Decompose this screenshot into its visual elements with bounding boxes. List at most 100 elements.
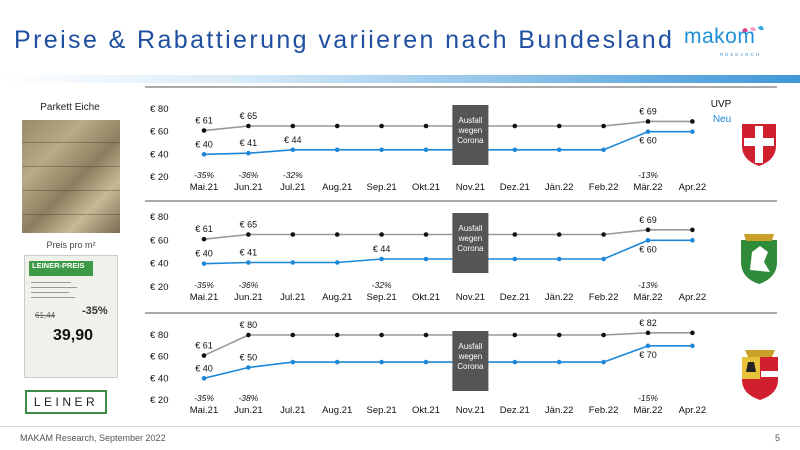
discount-label: -32% <box>283 170 303 180</box>
neu-data-point <box>290 359 296 365</box>
y-tick-label: € 40 <box>150 149 169 160</box>
neu-line-segment <box>248 149 293 154</box>
neu-data-point <box>601 147 606 153</box>
neu-value-label: € 44 <box>373 244 391 254</box>
neu-data-point <box>201 152 207 157</box>
uvp-value-label: € 82 <box>639 318 657 328</box>
x-tick-label: Jun.21 <box>234 182 263 193</box>
neu-line-segment <box>203 261 249 265</box>
neu-data-point <box>645 343 651 349</box>
corona-annotation-text: Corona <box>457 136 484 145</box>
uvp-data-point <box>379 123 384 129</box>
uvp-data-point <box>423 123 429 129</box>
x-tick-label: Okt.21 <box>412 292 440 303</box>
neu-value-label: € 40 <box>195 363 213 373</box>
neu-data-point <box>379 147 384 153</box>
uvp-value-label: € 61 <box>195 116 213 126</box>
uvp-value-label: € 80 <box>240 320 258 330</box>
page-title: Preise & Rabattierung variieren nach Bun… <box>14 26 675 54</box>
neu-value-label: € 40 <box>195 139 213 149</box>
neu-data-point <box>201 261 207 266</box>
footer-text: MAKAM Research, September 2022 <box>20 433 166 443</box>
uvp-value-label: € 69 <box>639 106 657 116</box>
neu-data-point <box>556 147 562 153</box>
uvp-data-point <box>334 232 340 237</box>
uvp-data-point <box>290 332 296 338</box>
x-tick-label: Mär.22 <box>633 292 662 303</box>
neu-data-point <box>601 256 606 262</box>
x-tick-label: Okt.21 <box>412 182 440 193</box>
x-tick-label: Aug.21 <box>322 405 352 416</box>
neu-value-label: € 41 <box>240 138 258 148</box>
logo-graphic-icon <box>742 25 764 33</box>
neu-data-point <box>423 256 429 262</box>
uvp-value-label: € 65 <box>240 220 258 230</box>
x-tick-label: Feb.22 <box>589 405 619 416</box>
x-tick-label: Sep.21 <box>367 182 397 193</box>
neu-data-point <box>423 359 429 365</box>
neu-data-point <box>512 256 518 262</box>
uvp-data-point <box>690 330 695 336</box>
x-tick-label: Mai.21 <box>190 182 219 193</box>
uvp-data-point <box>290 123 296 129</box>
uvp-data-point <box>423 332 429 338</box>
uvp-line-segment <box>603 120 649 127</box>
corona-annotation-text: wegen <box>458 352 483 361</box>
neu-value-label: € 40 <box>195 249 213 259</box>
x-tick-label: Aug.21 <box>322 182 352 193</box>
accent-gradient-bar <box>0 75 800 83</box>
x-tick-label: Sep.21 <box>367 405 397 416</box>
parquet-photo <box>22 120 120 233</box>
uvp-line-segment <box>203 125 249 132</box>
uvp-line-segment <box>203 233 249 240</box>
uvp-data-point <box>556 232 562 237</box>
x-tick-label: Mär.22 <box>633 182 662 193</box>
x-tick-label: Dez.21 <box>500 405 530 416</box>
neu-line-segment <box>603 239 649 260</box>
x-tick-label: Apr.22 <box>679 292 706 303</box>
page-number: 5 <box>775 433 781 443</box>
x-tick-label: Apr.22 <box>679 182 706 193</box>
uvp-data-point <box>601 332 606 338</box>
discount-label: -32% <box>372 280 392 290</box>
vienna-coat-of-arms-icon <box>742 124 776 166</box>
logo-subtitle: RESEARCH <box>720 52 762 57</box>
neu-data-point <box>290 147 296 153</box>
uvp-line-segment <box>603 229 649 236</box>
neu-data-point <box>556 359 562 365</box>
uvp-data-point <box>601 123 606 129</box>
discount-label: -36% <box>238 280 258 290</box>
neu-data-point <box>246 365 251 370</box>
neu-value-label: € 44 <box>284 135 302 145</box>
neu-line-segment <box>603 130 649 151</box>
uvp-data-point <box>512 332 518 338</box>
y-tick-label: € 80 <box>150 212 169 223</box>
footer-divider <box>0 426 800 427</box>
neu-data-point <box>334 147 340 153</box>
discount-label: -13% <box>638 170 658 180</box>
corona-annotation-text: Corona <box>457 362 484 371</box>
price-tag-header: LEINER-PREIS <box>29 261 93 276</box>
discount-label: -35% <box>194 280 214 290</box>
corona-annotation-box <box>452 331 489 391</box>
discount-label: -15% <box>638 393 658 403</box>
neu-data-point <box>423 147 429 153</box>
corona-annotation-box <box>452 213 489 273</box>
legend-neu: Neu <box>713 114 731 125</box>
neu-data-point <box>645 129 651 134</box>
x-tick-label: Jul.21 <box>280 292 305 303</box>
neu-data-point <box>512 359 518 365</box>
styria-coat-of-arms-icon <box>741 234 777 284</box>
price-tag-discount: -35% <box>82 305 108 317</box>
uvp-data-point <box>201 353 207 358</box>
x-tick-label: Nov.21 <box>456 292 485 303</box>
x-tick-label: Apr.22 <box>679 405 706 416</box>
x-tick-label: Dez.21 <box>500 182 530 193</box>
neu-data-point <box>334 359 340 365</box>
y-tick-label: € 40 <box>150 373 169 384</box>
neu-value-label: € 60 <box>639 244 657 254</box>
uvp-data-point <box>601 232 606 237</box>
uvp-data-point <box>423 232 429 237</box>
x-tick-label: Jul.21 <box>280 182 305 193</box>
uvp-value-label: € 61 <box>195 341 213 351</box>
